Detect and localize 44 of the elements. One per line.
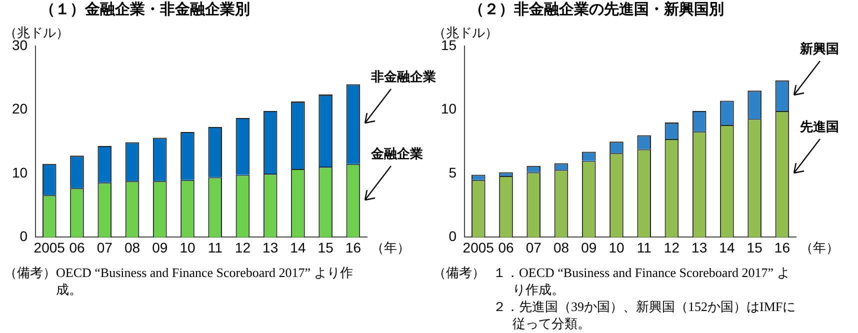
series-label: 先進国 (800, 118, 840, 136)
y-axis-title: （兆ドル） (433, 24, 498, 40)
text: 新興国 (800, 40, 840, 58)
chart-title: （２）非金融企業の先進国・新興国別 (468, 0, 725, 20)
x-tick-label: 2005 (34, 239, 66, 256)
text: ２．先進国（39か国）、新興国（152か国）はIMFに従って分類。 (493, 298, 797, 332)
x-tick-label: 2005 (462, 239, 494, 256)
x-tick-label: 14 (290, 239, 306, 256)
x-tick-label: 11 (208, 239, 223, 256)
x-tick-label: 14 (719, 239, 735, 256)
x-tick-label: 10 (608, 239, 624, 256)
x-tick-label: 16 (345, 239, 362, 256)
y-tick-label: 20 (12, 100, 28, 117)
text: １．OECD “Business and Finance Scoreboard 2017” より作成。 (493, 264, 791, 298)
text: （備考）OECD “Business and Finance Scoreboard 2017” より作成。 (4, 264, 354, 298)
x-tick-label: 10 (180, 239, 196, 256)
y-tick-label: 10 (440, 100, 457, 117)
x-tick-label: 12 (664, 239, 680, 256)
x-tick-label: 08 (553, 239, 570, 256)
x-axis-title: （年） (371, 239, 410, 258)
chart-title: （１）金融企業・非金融企業別 (39, 0, 251, 20)
x-tick-label: 12 (234, 239, 251, 256)
x-tick-label: 15 (746, 239, 763, 256)
x-tick-label: 13 (692, 239, 708, 256)
y-tick-label: 5 (448, 164, 457, 180)
x-tick-label: 16 (774, 239, 790, 256)
text: （備考） (433, 264, 485, 282)
x-tick-label: 06 (69, 239, 85, 256)
y-tick-label: 0 (448, 228, 457, 244)
series-label: 非金融企業 (371, 68, 436, 86)
y-tick-label: 0 (20, 228, 28, 244)
x-tick-label: 09 (581, 239, 597, 256)
x-tick-label: 09 (152, 239, 168, 256)
x-tick-label: 07 (96, 239, 113, 256)
x-tick-label: 15 (318, 239, 334, 256)
x-tick-label: 08 (124, 239, 140, 256)
y-axis-title: （兆ドル） (4, 24, 69, 40)
series-label: 金融企業 (371, 144, 424, 163)
x-axis-title: （年） (800, 239, 839, 258)
x-tick-label: 11 (636, 239, 652, 256)
x-tick-label: 13 (262, 239, 278, 256)
x-tick-label: 06 (498, 239, 514, 256)
y-tick-label: 10 (12, 164, 28, 180)
x-tick-label: 07 (526, 239, 542, 256)
